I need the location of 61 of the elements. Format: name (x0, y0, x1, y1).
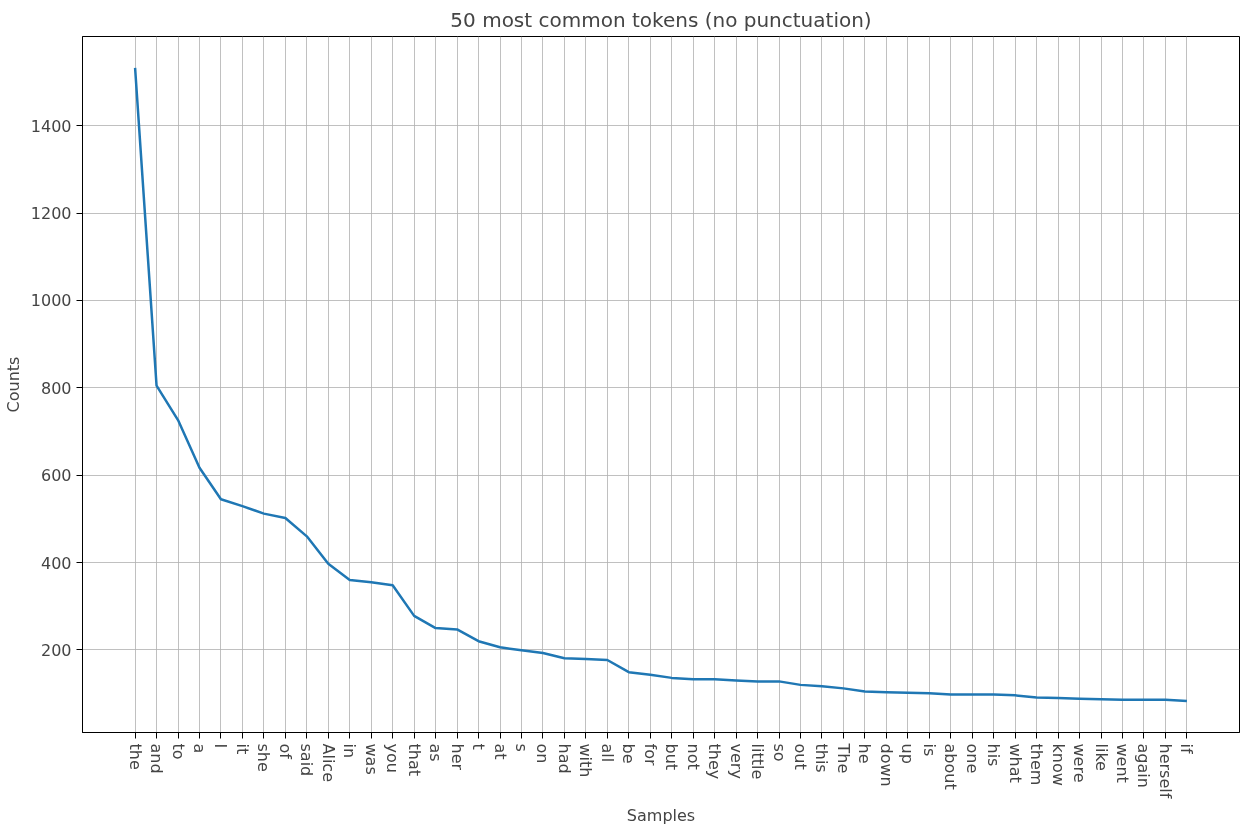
x-tick-label: in (340, 743, 360, 759)
x-tick-label: I (211, 743, 231, 749)
x-tick-label: so (769, 743, 789, 762)
x-tick-label: about (941, 743, 961, 790)
x-tick-label: The (833, 742, 853, 774)
x-tick-label: at (490, 743, 510, 760)
y-tick-label: 400 (40, 553, 72, 573)
x-tick-label: is (919, 743, 939, 757)
y-axis-title: Counts (3, 356, 23, 413)
x-tick-label: to (168, 743, 188, 760)
y-tick-label: 800 (40, 378, 72, 398)
x-tick-label: if (1177, 743, 1197, 754)
x-tick-label: down (876, 743, 896, 787)
x-tick-label: what (1005, 743, 1025, 783)
x-tick-label: for (640, 743, 660, 766)
x-tick-label: and (147, 743, 167, 774)
x-tick-label: she (254, 743, 274, 772)
x-tick-label: t (469, 743, 489, 750)
x-tick-label: went (1113, 743, 1133, 783)
x-tick-label: s (511, 743, 531, 752)
x-tick-label: out (791, 743, 811, 770)
x-tick-label: they (705, 743, 725, 780)
line-series (133, 66, 1189, 703)
x-axis-title: Samples (626, 806, 696, 826)
x-tick-label: be (619, 743, 639, 764)
x-tick-label: had (554, 743, 574, 774)
y-tick-label: 1200 (30, 204, 72, 224)
x-tick-label: on (533, 743, 553, 764)
x-tick-label: but (662, 743, 682, 771)
x-tick-label: them (1027, 743, 1047, 786)
y-tick-label: 200 (40, 640, 72, 660)
x-tick-label: that (404, 743, 424, 776)
x-tick-label: little (748, 743, 768, 780)
x-tick-label: it (232, 743, 252, 755)
x-tick-label: a (189, 743, 209, 754)
x-tick-label: like (1091, 743, 1111, 771)
x-tick-label: again (1134, 743, 1154, 788)
y-tick-label: 600 (40, 466, 72, 486)
x-tick-label: with (576, 743, 596, 778)
x-tick-label: all (597, 743, 617, 763)
x-tick-label: know (1048, 743, 1068, 786)
chart-title: 50 most common tokens (no punctuation) (450, 7, 872, 32)
x-tick-label: was (361, 743, 381, 775)
x-tick-label: you (383, 743, 403, 773)
x-tick-label: his (984, 743, 1004, 767)
x-tick-label: of (275, 743, 295, 760)
x-tick-label: herself (1155, 743, 1175, 799)
x-tick-label: Alice (318, 743, 338, 782)
x-tick-label: were (1070, 743, 1090, 783)
x-tick-label: very (726, 743, 746, 779)
x-tick-label: up (898, 743, 918, 764)
y-tick-label: 1400 (30, 116, 72, 136)
x-tick-label: as (426, 743, 446, 762)
x-tick-label: said (297, 743, 317, 777)
y-tick-label: 1000 (30, 291, 72, 311)
x-tick-label: her (447, 743, 467, 771)
x-tick-label: one (962, 743, 982, 774)
x-tick-label: this (812, 743, 832, 773)
x-tick-label: the (125, 743, 145, 770)
x-tick-label: not (683, 743, 703, 770)
x-tick-label: he (855, 743, 875, 764)
